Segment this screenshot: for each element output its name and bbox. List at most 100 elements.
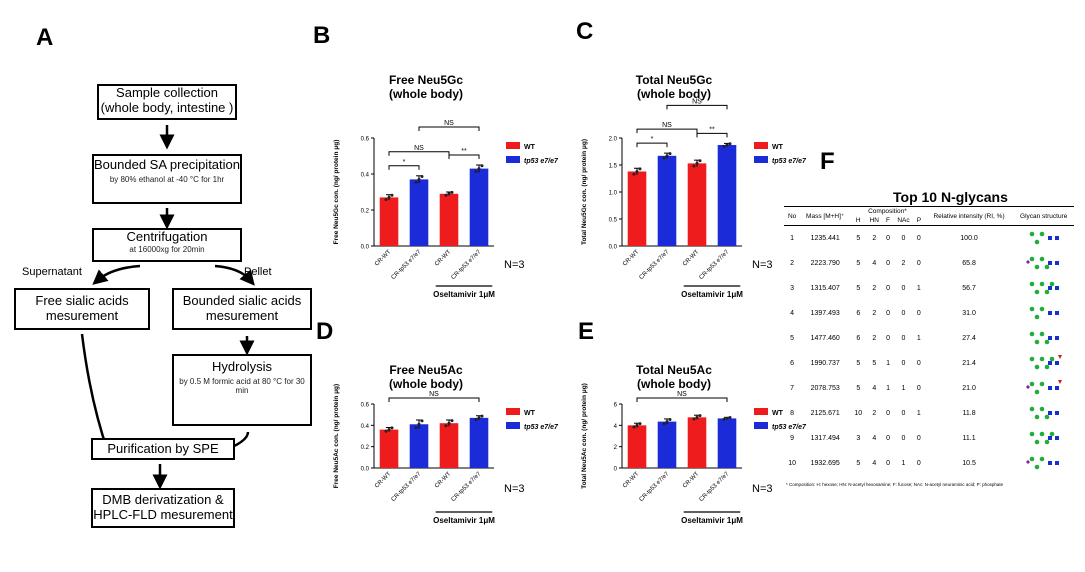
mannose-icon <box>1029 231 1034 236</box>
cell-structure <box>1013 251 1074 276</box>
cell-nac: 1 <box>901 460 906 467</box>
x-tick-label: CR-WT <box>434 471 453 490</box>
cell-p: 0 <box>916 310 921 317</box>
cell-h: 5 <box>856 285 861 292</box>
data-point <box>390 193 394 197</box>
mannose-icon <box>1034 339 1039 344</box>
treatment-label: Oseltamivir 1μM <box>433 290 495 299</box>
step-free-title: Free sialic acids mesurement <box>35 293 129 323</box>
arrow-centri-supernatant <box>92 264 141 285</box>
glcnac-icon <box>1047 335 1052 340</box>
legend-swatch <box>506 408 520 415</box>
glcnac-icon <box>1047 260 1052 265</box>
cell-mass: 1315.407 <box>810 285 840 292</box>
data-point <box>387 428 391 432</box>
glcnac-icon <box>1054 260 1059 265</box>
glcnac-icon <box>1054 385 1059 390</box>
data-point <box>632 425 636 429</box>
cell-rel: 100.0 <box>960 235 978 242</box>
bar <box>379 197 399 246</box>
cell-p: 0 <box>916 235 921 242</box>
glcnac-icon <box>1047 410 1052 415</box>
cell-f: 0 <box>886 460 890 467</box>
fucose-icon <box>1057 379 1062 384</box>
mannose-icon <box>1044 439 1049 444</box>
y-tick-label: 0.0 <box>609 245 618 251</box>
mannose-icon <box>1039 406 1044 411</box>
step-precip-title: Bounded SA precipitation <box>94 157 240 172</box>
mannose-icon <box>1044 264 1049 269</box>
treatment-label: Oseltamivir 1μM <box>681 516 743 525</box>
data-point <box>387 195 391 199</box>
mannose-icon <box>1039 381 1044 386</box>
step-dmb: DMB derivatization & HPLC-FLD mesurement <box>91 488 235 528</box>
y-axis-label: Free Neu5Gc con. (ng/ protein μg) <box>333 140 340 245</box>
cell-hn: 5 <box>872 360 877 367</box>
significance-label: ** <box>709 126 715 133</box>
data-point <box>480 164 484 168</box>
legend-label: WT <box>524 144 536 151</box>
x-tick-label: CR-WT <box>622 471 641 490</box>
cell-f: 0 <box>886 335 890 342</box>
step-bounded-measurement: Bounded sialic acids mesurement <box>172 288 312 330</box>
significance-label: NS <box>662 122 672 129</box>
mannose-icon <box>1039 356 1044 361</box>
step-centri-sub: at 16000xg for 20min <box>129 244 205 254</box>
mannose-icon <box>1029 256 1034 261</box>
th-mass: Mass [M+H]⁺ <box>800 206 851 226</box>
n-label: N=3 <box>504 259 525 271</box>
significance-bracket <box>388 397 480 402</box>
mannose-icon <box>1029 381 1034 386</box>
n-label: N=3 <box>752 483 773 495</box>
x-tick-label: CR-WT <box>682 249 701 268</box>
arrow-centri-pellet <box>214 264 255 286</box>
chart-subtitle: (whole body) <box>637 87 711 101</box>
table-row: 7 2078.753 5 4 1 1 0 21.0 <box>784 376 1074 401</box>
mannose-icon <box>1049 281 1054 286</box>
neuac-icon <box>1025 459 1030 464</box>
cell-h: 6 <box>856 335 861 342</box>
cell-rel: 27.4 <box>962 335 976 342</box>
mannose-icon <box>1039 306 1044 311</box>
step-hydro-title: Hydrolysis <box>212 359 272 374</box>
cell-rel: 11.1 <box>962 435 976 442</box>
table-title: Top 10 N-glycans <box>893 189 1008 205</box>
cell-f: 0 <box>886 260 890 267</box>
mannose-icon <box>1039 281 1044 286</box>
table-row: 3 1315.407 5 2 0 0 1 56.7 <box>784 276 1074 301</box>
bar <box>439 193 459 246</box>
cell-h: 10 <box>854 410 863 417</box>
mannose-icon <box>1029 406 1034 411</box>
y-tick-label: 0.0 <box>361 467 370 473</box>
step-dmb-title: DMB derivatization & HPLC-FLD mesurement <box>93 492 233 522</box>
glcnac-icon <box>1054 435 1059 440</box>
mannose-icon <box>1029 456 1034 461</box>
th-p: P <box>913 216 925 226</box>
chart-title: Free Neu5Gc <box>389 73 463 87</box>
n-label: N=3 <box>504 483 525 495</box>
glycan-structure-icon <box>1029 231 1059 244</box>
step-precipitation: Bounded SA precipitation by 80% ethanol … <box>92 154 242 204</box>
bar <box>439 423 459 468</box>
significance-bracket <box>636 142 668 148</box>
data-point <box>444 424 448 428</box>
data-point <box>450 190 454 194</box>
cell-h: 3 <box>856 435 861 442</box>
x-tick-label: CR-tp53 e7/e7 <box>451 249 483 281</box>
cell-hn: 4 <box>872 435 877 442</box>
glycan-structure-icon <box>1029 406 1059 419</box>
x-tick-label: CR-tp53 e7/e7 <box>391 471 423 503</box>
cell-hn: 4 <box>872 460 877 467</box>
chart-title: Total Neu5Gc <box>636 73 713 87</box>
glycan-structure-icon <box>1029 306 1059 319</box>
th-h: H <box>850 216 867 226</box>
cell-p: 0 <box>916 360 921 367</box>
y-tick-label: 0.5 <box>609 218 618 224</box>
bar <box>657 155 677 246</box>
panel-letter-d: D <box>316 318 334 345</box>
glycan-structure-icon <box>1025 256 1059 269</box>
bar <box>469 417 489 468</box>
bar <box>409 179 429 246</box>
mannose-icon <box>1034 414 1039 419</box>
panel-letter-e: E <box>578 318 595 345</box>
